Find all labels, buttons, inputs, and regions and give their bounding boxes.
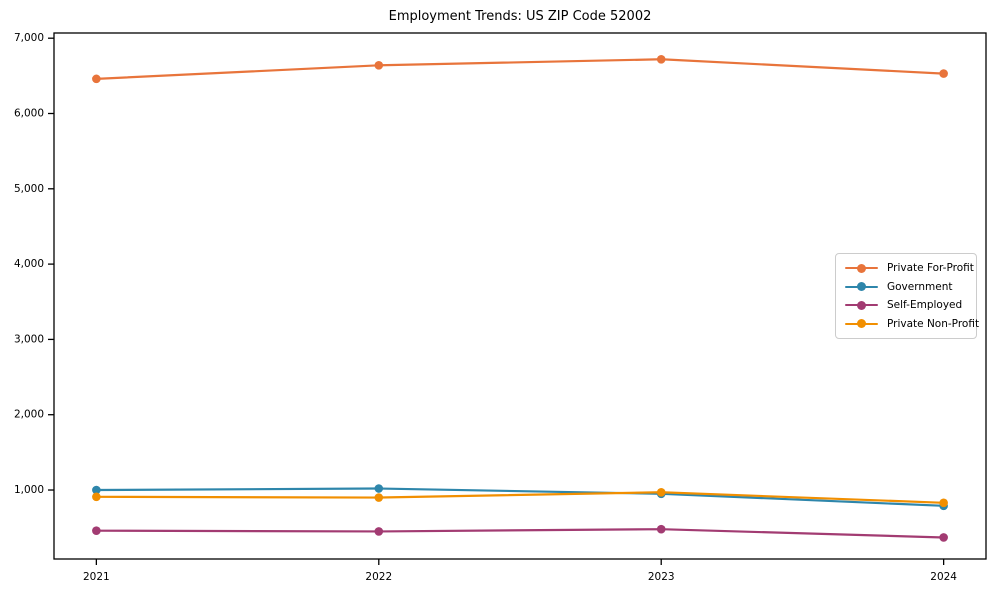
legend-swatch-icon (845, 319, 878, 329)
y-tick-label: 1,000 (14, 484, 44, 496)
y-tick-label: 6,000 (14, 108, 44, 120)
plot-frame (53, 32, 987, 560)
data-point-marker-private-non-profit (939, 498, 948, 508)
y-tick-label: 7,000 (14, 32, 44, 44)
x-tick-label: 2021 (83, 571, 110, 583)
data-point-marker-private-for-profit (939, 69, 948, 78)
data-point-marker-private-non-profit (374, 493, 384, 502)
chart-title: Employment Trends: US ZIP Code 52002 (388, 9, 652, 24)
legend-item-private-for-profit: Private For-Profit (845, 259, 974, 278)
legend-item-government: Government (845, 278, 968, 297)
series-line-government (95, 487, 945, 507)
y-tick-label: 5,000 (14, 183, 44, 195)
legend-swatch-icon (845, 282, 878, 292)
data-point-marker-government (92, 485, 101, 495)
y-tick-label: 4,000 (14, 258, 44, 270)
data-point-marker-private-non-profit (92, 492, 101, 502)
data-point-marker-self-employed (374, 527, 384, 536)
x-tick-label: 2022 (365, 571, 392, 583)
data-point-marker-self-employed (656, 524, 666, 534)
series-line-self-employed (95, 528, 945, 539)
legend-label: Private Non-Profit (887, 317, 980, 330)
legend-swatch-icon (845, 263, 878, 273)
legend-swatch-icon (845, 300, 878, 310)
data-point-marker-private-for-profit (92, 74, 101, 84)
series-line-private-non-profit (95, 491, 945, 504)
y-tick-label: 3,000 (14, 333, 44, 345)
legend-label: Government (887, 280, 953, 293)
legend-label: Private For-Profit (887, 262, 974, 275)
x-tick-label: 2023 (648, 571, 675, 583)
legend-item-private-non-profit: Private Non-Profit (845, 315, 979, 334)
data-point-marker-self-employed (939, 533, 948, 542)
data-point-marker-private-for-profit (374, 61, 384, 70)
legend-label: Self-Employed (887, 299, 963, 312)
x-tick-label: 2024 (930, 571, 957, 583)
series-line-private-for-profit (95, 58, 945, 80)
y-tick-label: 2,000 (14, 409, 44, 421)
data-point-marker-private-non-profit (656, 487, 666, 497)
data-point-marker-self-employed (92, 526, 101, 535)
data-point-marker-government (374, 484, 384, 493)
legend: Private For-Profit Government Self-Emplo… (835, 253, 979, 339)
legend-item-self-employed: Self-Employed (845, 296, 968, 315)
data-point-marker-private-for-profit (656, 54, 666, 64)
